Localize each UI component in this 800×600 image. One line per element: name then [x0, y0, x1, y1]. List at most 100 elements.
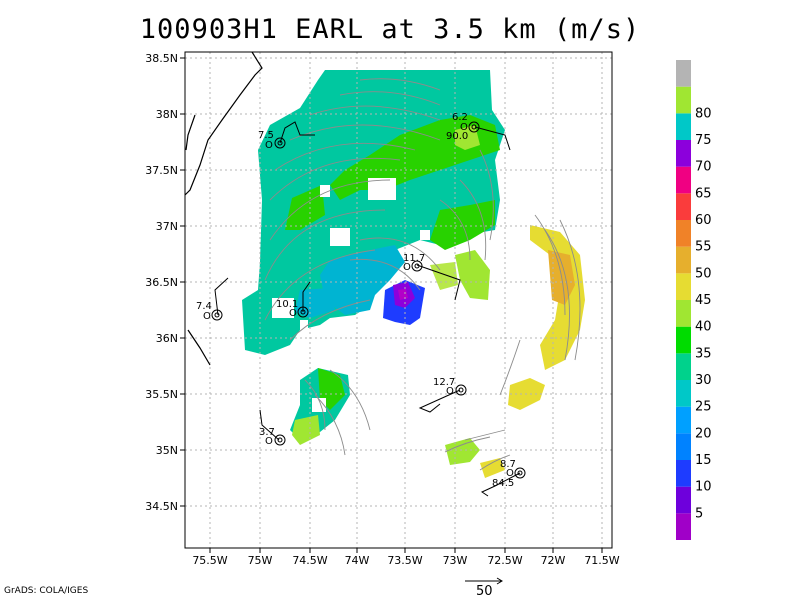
colorbar-label: 25: [695, 400, 712, 415]
station-marker: [468, 121, 480, 133]
plot-frame: [184, 51, 613, 549]
lat-label: 35.5N: [145, 388, 178, 401]
colorbar-swatch: [676, 460, 691, 487]
colorbar-swatch: [676, 486, 691, 514]
map-title: 100903H1 EARL at 3.5 km (m/s): [139, 14, 641, 45]
colorbar-label: 45: [695, 293, 712, 308]
speed-region-40: [455, 125, 480, 150]
colorbar-label: 40: [695, 320, 712, 335]
station-marker: [514, 467, 526, 479]
obs-value: 7.5: [258, 130, 274, 141]
colorbar-swatch: [676, 353, 691, 380]
colorbar-label: 75: [695, 133, 712, 148]
colorbar-swatch: [676, 300, 691, 327]
station-marker: [274, 434, 286, 446]
colorbar-swatch: [676, 220, 691, 247]
speed-region-south-yellow: [480, 458, 505, 478]
colorbar-swatch: [676, 60, 691, 87]
colorbar-label: 80: [695, 106, 712, 121]
lon-label: 71.5W: [584, 554, 619, 567]
lat-label: 38.5N: [145, 52, 178, 65]
wind-vectors: [264, 78, 581, 471]
speed-region-40c: [430, 262, 458, 290]
obs-value: 84.5: [492, 478, 514, 489]
reference-vector: [465, 577, 503, 585]
colorbar-label: 10: [695, 480, 712, 495]
colorbar-label: 35: [695, 346, 712, 361]
lon-label: 74.5W: [292, 554, 327, 567]
speed-region-35-west: [285, 185, 325, 230]
grads-credit: GrADS: COLA/IGES: [4, 586, 89, 596]
reference-vector-label: 50: [476, 584, 493, 599]
obs-value: 8.7: [500, 459, 516, 470]
colorbar-label: 60: [695, 213, 712, 228]
lat-label: 37N: [156, 220, 178, 233]
lat-label: 38N: [156, 108, 178, 121]
station-marker: [455, 384, 467, 396]
station-labels: 7.5 O 6.2 O 90.0 11.7 O 10.1 O 7.4 O 12.…: [196, 112, 516, 489]
lat-label: 35N: [156, 444, 178, 457]
obs-value: 7.4: [196, 301, 212, 312]
station-marker: [411, 260, 423, 272]
colorbar-swatch: [676, 406, 691, 434]
axis-ticks: [180, 57, 603, 553]
wind-barbs: [214, 121, 521, 497]
lon-label: 72W: [541, 554, 566, 567]
colorbar-swatch: [676, 433, 691, 460]
colorbar-label: 65: [695, 186, 712, 201]
station-markers: [211, 121, 526, 479]
speed-region-40b: [455, 250, 490, 300]
obs-mark: O: [446, 386, 454, 397]
lat-label: 36.5N: [145, 276, 178, 289]
colorbar-swatch: [676, 140, 691, 167]
colorbar-swatch: [676, 246, 691, 274]
colorbar-swatch: [676, 513, 691, 540]
colorbar-swatch: [676, 113, 691, 140]
latitude-labels: 38.5N 38N 37.5N 37N 36.5N 36N 35.5N 35N …: [145, 52, 178, 513]
colorbar-label: 55: [695, 240, 712, 255]
longitude-labels: 75.5W 75W 74.5W 74W 73.5W 73W 72.5W 72W …: [192, 554, 619, 567]
lon-label: 75W: [248, 554, 273, 567]
obs-mark: O: [289, 308, 297, 319]
lon-label: 74W: [345, 554, 370, 567]
colorbar-label: 5: [695, 506, 703, 521]
obs-mark: O: [506, 468, 514, 479]
speed-region-east-arc: [530, 225, 585, 370]
lon-label: 73W: [443, 554, 468, 567]
obs-value: 90.0: [446, 131, 468, 142]
lon-label: 72.5W: [487, 554, 522, 567]
obs-value: 12.7: [433, 377, 455, 388]
colorbar-swatch: [676, 326, 691, 354]
station-marker: [274, 137, 286, 149]
obs-mark: O: [403, 262, 411, 273]
graticule: [185, 52, 612, 548]
colorbar-swatch: [676, 380, 691, 407]
colorbar-swatch: [676, 166, 691, 194]
speed-region-south-green: [445, 438, 480, 465]
colorbar-label: 15: [695, 453, 712, 468]
obs-mark: O: [460, 122, 468, 133]
obs-value: 10.1: [276, 299, 298, 310]
obs-mark: O: [203, 311, 211, 322]
colorbar-label: 70: [695, 160, 712, 175]
wind-speed-field: [242, 70, 585, 478]
station-marker: [297, 306, 309, 318]
obs-value: 11.7: [403, 253, 425, 264]
lat-label: 37.5N: [145, 164, 178, 177]
obs-value: 6.2: [452, 112, 468, 123]
colorbar-swatch: [676, 273, 691, 300]
obs-mark: O: [265, 436, 273, 447]
lon-label: 73.5W: [387, 554, 422, 567]
lat-label: 36N: [156, 332, 178, 345]
lat-label: 34.5N: [145, 500, 178, 513]
station-marker: [211, 309, 223, 321]
lon-label: 75.5W: [192, 554, 227, 567]
obs-value: 3.7: [259, 427, 275, 438]
colorbar-label: 30: [695, 373, 712, 388]
obs-mark: O: [265, 140, 273, 151]
speed-region-sw-yg: [292, 415, 320, 445]
coastline: [184, 51, 263, 366]
colorbar-swatch: [676, 86, 691, 114]
colorbar-label: 50: [695, 266, 712, 281]
